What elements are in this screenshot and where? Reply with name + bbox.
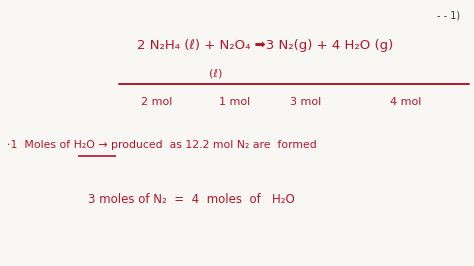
Text: 3 mol: 3 mol	[290, 97, 321, 107]
Text: (ℓ): (ℓ)	[209, 68, 222, 78]
Text: 3 moles of N₂  =  4  moles  of   H₂O: 3 moles of N₂ = 4 moles of H₂O	[88, 193, 294, 206]
Text: 2 N₂H₄ (ℓ) + N₂O₄ ➡3 N₂(g) + 4 H₂O (g): 2 N₂H₄ (ℓ) + N₂O₄ ➡3 N₂(g) + 4 H₂O (g)	[137, 39, 393, 52]
Text: 4 mol: 4 mol	[390, 97, 421, 107]
Text: 2 mol: 2 mol	[141, 97, 172, 107]
Text: 1 mol: 1 mol	[219, 97, 250, 107]
Text: ⋅1  Moles of H₂O → produced  as 12.2 mol N₂ are  formed: ⋅1 Moles of H₂O → produced as 12.2 mol N…	[7, 140, 317, 150]
Text: - - 1): - - 1)	[437, 11, 460, 21]
